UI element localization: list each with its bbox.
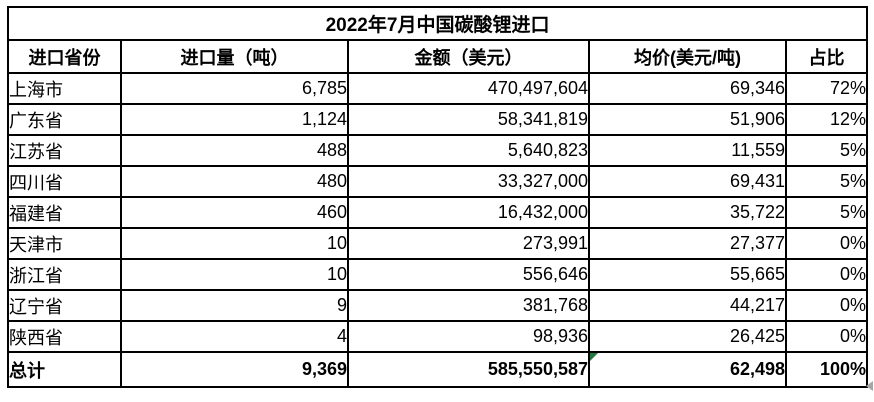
cell-amount[interactable]: 5,640,823 bbox=[347, 134, 590, 167]
table-row: 辽宁省 9 381,768 44,217 0% bbox=[7, 289, 869, 322]
table-row: 福建省 460 16,432,000 35,722 5% bbox=[7, 196, 869, 229]
cell-province[interactable]: 福建省 bbox=[7, 196, 122, 229]
cell-volume[interactable]: 488 bbox=[120, 134, 349, 167]
table-row: 浙江省 10 556,646 55,665 0% bbox=[7, 258, 869, 291]
cell-total-label[interactable]: 总计 bbox=[7, 351, 122, 388]
cell-share[interactable]: 5% bbox=[784, 134, 869, 167]
cell-amount[interactable]: 556,646 bbox=[347, 258, 590, 291]
cell-amount[interactable]: 381,768 bbox=[347, 289, 590, 322]
cell-share[interactable]: 0% bbox=[784, 289, 869, 322]
cell-total-amount[interactable]: 585,550,587 bbox=[347, 351, 590, 388]
cell-amount[interactable]: 58,341,819 bbox=[347, 103, 590, 136]
cell-avg-price[interactable]: 27,377 bbox=[588, 227, 787, 260]
header-share[interactable]: 占比 bbox=[784, 39, 869, 74]
cell-volume[interactable]: 10 bbox=[120, 258, 349, 291]
cell-total-volume[interactable]: 9,369 bbox=[120, 351, 349, 388]
cell-share[interactable]: 0% bbox=[784, 320, 869, 353]
cell-share[interactable]: 0% bbox=[784, 258, 869, 291]
cell-share[interactable]: 5% bbox=[784, 196, 869, 229]
table-row: 陕西省 4 98,936 26,425 0% bbox=[7, 320, 869, 353]
cell-share[interactable]: 12% bbox=[784, 103, 869, 136]
cell-province[interactable]: 四川省 bbox=[7, 165, 122, 198]
table-title-row: 2022年7月中国碳酸锂进口 bbox=[6, 6, 869, 41]
left-arrow-artifact-icon bbox=[866, 381, 873, 391]
cell-volume[interactable]: 6,785 bbox=[120, 72, 349, 105]
header-avg-price[interactable]: 均价(美元/吨) bbox=[588, 39, 787, 74]
cell-share[interactable]: 5% bbox=[784, 165, 869, 198]
cell-volume[interactable]: 4 bbox=[120, 320, 349, 353]
cell-province[interactable]: 浙江省 bbox=[7, 258, 122, 291]
import-table: 2022年7月中国碳酸锂进口 进口省份 进口量（吨） 金额（美元） 均价(美元/… bbox=[6, 6, 869, 388]
cell-avg-price[interactable]: 11,559 bbox=[588, 134, 787, 167]
table-row: 四川省 480 33,327,000 69,431 5% bbox=[7, 165, 869, 198]
cell-volume[interactable]: 1,124 bbox=[120, 103, 349, 136]
cell-province[interactable]: 天津市 bbox=[7, 227, 122, 260]
header-amount[interactable]: 金额（美元） bbox=[347, 39, 590, 74]
cell-avg-price[interactable]: 35,722 bbox=[588, 196, 787, 229]
header-province[interactable]: 进口省份 bbox=[7, 39, 122, 74]
cell-amount[interactable]: 273,991 bbox=[347, 227, 590, 260]
cell-amount[interactable]: 98,936 bbox=[347, 320, 590, 353]
cell-total-share[interactable]: 100% bbox=[784, 351, 869, 388]
cell-total-avg-price-value: 62,498 bbox=[729, 359, 785, 379]
cell-avg-price[interactable]: 51,906 bbox=[588, 103, 787, 136]
cell-total-avg-price[interactable]: 62,498 bbox=[588, 351, 787, 388]
cell-amount[interactable]: 470,497,604 bbox=[347, 72, 590, 105]
table-row: 上海市 6,785 470,497,604 69,346 72% bbox=[7, 72, 869, 105]
table-row: 江苏省 488 5,640,823 11,559 5% bbox=[7, 134, 869, 167]
header-volume[interactable]: 进口量（吨） bbox=[120, 39, 349, 74]
cell-avg-price[interactable]: 55,665 bbox=[588, 258, 787, 291]
cell-volume[interactable]: 480 bbox=[120, 165, 349, 198]
cell-province[interactable]: 广东省 bbox=[7, 103, 122, 136]
cell-share[interactable]: 0% bbox=[784, 227, 869, 260]
cell-amount[interactable]: 16,432,000 bbox=[347, 196, 590, 229]
table-total-row: 总计 9,369 585,550,587 62,498 100% bbox=[7, 351, 869, 388]
cell-error-indicator-icon bbox=[591, 354, 598, 361]
cell-volume[interactable]: 460 bbox=[120, 196, 349, 229]
cell-avg-price[interactable]: 44,217 bbox=[588, 289, 787, 322]
table-header-row: 进口省份 进口量（吨） 金额（美元） 均价(美元/吨) 占比 bbox=[7, 39, 869, 74]
cell-share[interactable]: 72% bbox=[784, 72, 869, 105]
table-row: 广东省 1,124 58,341,819 51,906 12% bbox=[7, 103, 869, 136]
cell-avg-price[interactable]: 69,346 bbox=[588, 72, 787, 105]
table-row: 天津市 10 273,991 27,377 0% bbox=[7, 227, 869, 260]
cell-province[interactable]: 辽宁省 bbox=[7, 289, 122, 322]
cell-volume[interactable]: 10 bbox=[120, 227, 349, 260]
table-title: 2022年7月中国碳酸锂进口 bbox=[6, 6, 869, 41]
cell-volume[interactable]: 9 bbox=[120, 289, 349, 322]
cell-province[interactable]: 江苏省 bbox=[7, 134, 122, 167]
cell-amount[interactable]: 33,327,000 bbox=[347, 165, 590, 198]
cell-avg-price[interactable]: 26,425 bbox=[588, 320, 787, 353]
cell-province[interactable]: 陕西省 bbox=[7, 320, 122, 353]
cell-avg-price[interactable]: 69,431 bbox=[588, 165, 787, 198]
cell-province[interactable]: 上海市 bbox=[7, 72, 122, 105]
